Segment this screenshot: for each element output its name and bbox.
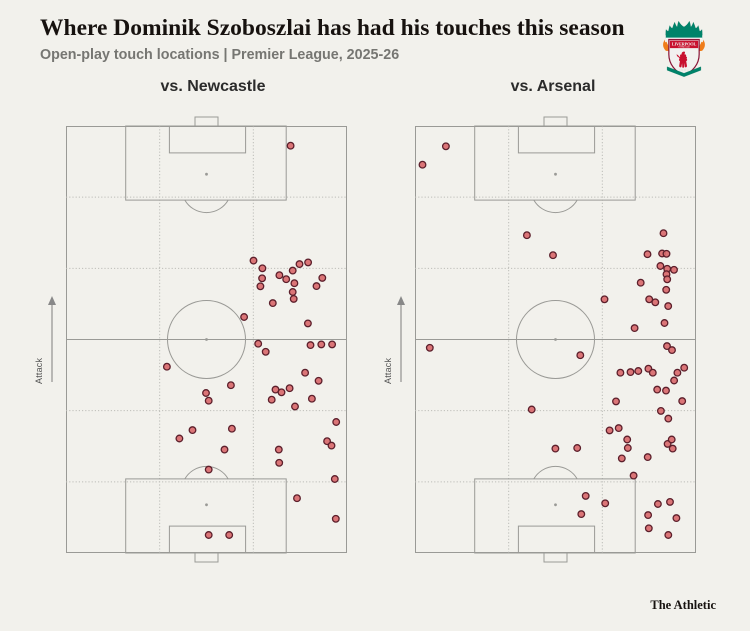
svg-text:Y.N.W.A: Y.N.W.A — [679, 69, 689, 72]
svg-text:LIVERPOOL: LIVERPOOL — [672, 42, 697, 47]
